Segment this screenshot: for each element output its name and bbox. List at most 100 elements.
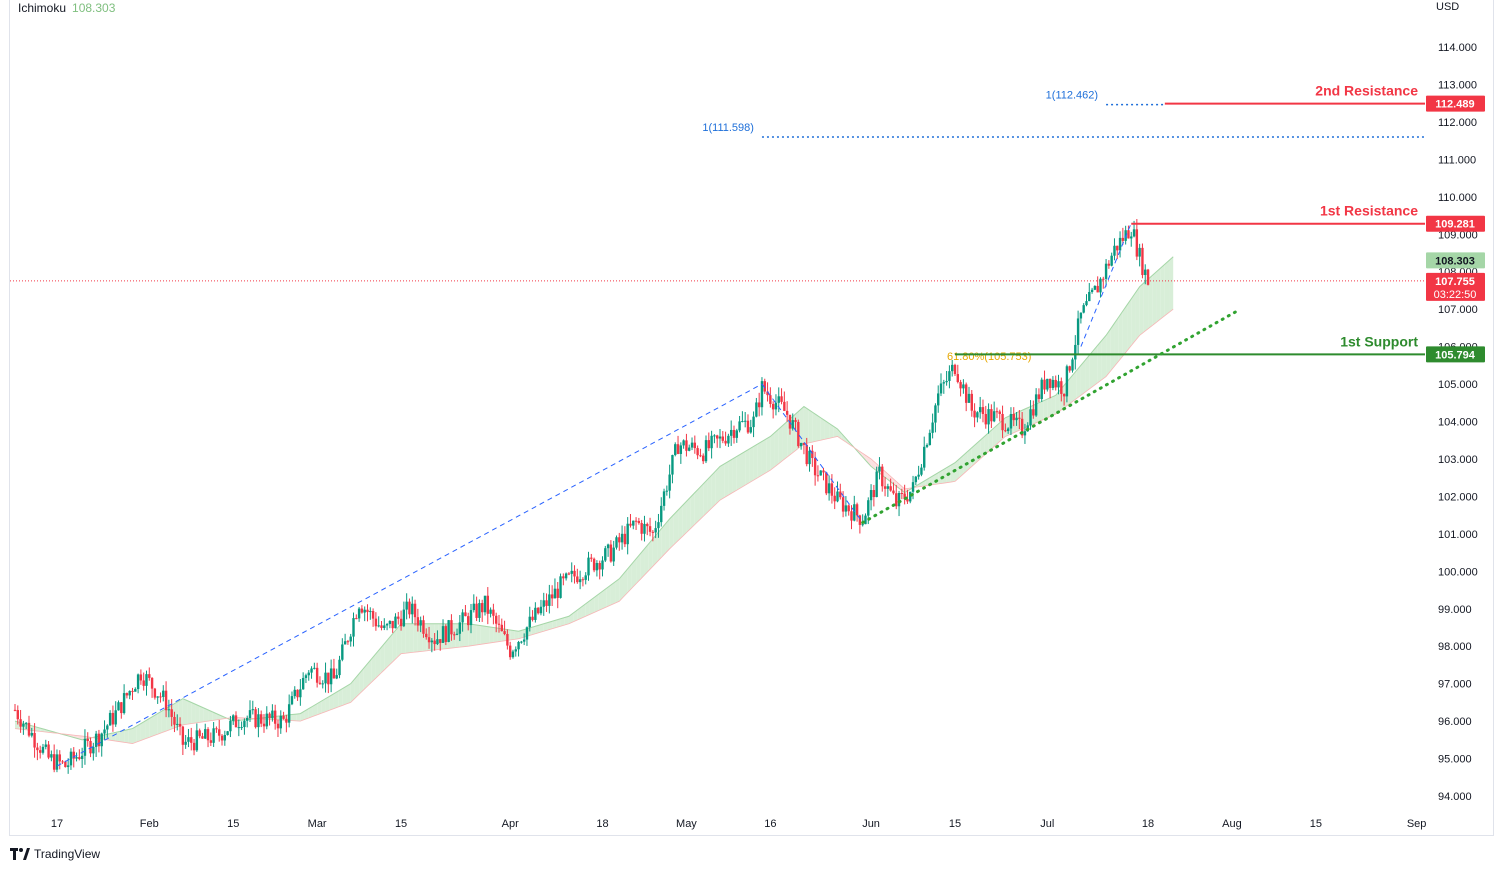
candle-body [1144,269,1147,276]
candle-body [844,505,848,512]
candle-body [640,523,643,534]
candle-body [978,407,982,413]
candle-body [906,499,909,502]
candle-body [939,383,943,394]
candle-body [791,420,794,429]
ichimoku-legend[interactable]: Ichimoku 108.303 [18,1,115,15]
candle-body [458,622,462,634]
candle-body [483,595,487,613]
candle-body [405,601,408,610]
candle-body [377,625,380,627]
candle-body [1060,381,1063,394]
candle-body [503,631,506,635]
candle-body [517,642,520,650]
cloud-segment [308,706,313,718]
cloud-segment [736,453,741,491]
cloud-segment [686,497,691,533]
candle-body [732,429,736,438]
candle-body [567,573,571,575]
candle-body [271,710,274,719]
cloud-segment [1152,271,1157,326]
candle-body [774,402,778,410]
candle-body [992,411,996,422]
x-tick-label: 15 [1310,818,1322,830]
candle-body [937,393,940,406]
level-price-tag-text: 112.489 [1435,99,1474,111]
cloud-segment [967,447,972,471]
candle-body [716,435,719,439]
tradingview-brand[interactable]: TradingView [10,847,100,861]
candle-body [945,380,948,383]
candle-body [1096,285,1099,293]
candle-body [676,444,680,454]
candle-body [811,450,814,459]
candle-body [592,558,596,571]
candle-body [836,491,839,502]
candle-body [743,420,747,422]
candle-body [962,384,965,389]
candle-body [139,674,143,681]
cloud-segment [312,703,318,717]
cloud-segment [434,623,439,650]
candle-body [545,600,548,606]
candle-body [1004,430,1007,432]
candle-body [1006,428,1010,432]
candle-body [813,458,817,476]
candle-body [19,719,22,727]
candle-body [218,729,221,736]
chart-frame[interactable] [9,0,1494,836]
cloud-segment [778,425,783,464]
candle-body [707,440,711,449]
candle-body [931,422,934,433]
candle-body [690,442,694,448]
candle-body [1138,247,1141,257]
cloud-segment [128,728,133,744]
candle-body [822,470,825,473]
candle-body [461,612,464,623]
cloud-segment [950,462,955,483]
cloud-segment [996,421,1002,444]
cloud-segment [543,622,548,632]
candle-body [576,576,579,583]
cloud-segment [1072,370,1077,402]
candle-body [934,405,937,423]
level-label: 1st Support [1340,333,1418,349]
candle-body [746,420,750,433]
candle-body [609,544,613,562]
candle-body [783,401,786,411]
cloud-segment [720,463,725,501]
candle-body [50,754,53,758]
candle-body [785,410,789,415]
cloud-segment [955,458,960,482]
cloud-segment [1101,335,1107,380]
cloud-segment [472,624,477,646]
candle-body [246,718,249,721]
cloud-segment [413,623,418,653]
cloud-segment [1076,365,1081,399]
cloud-segment [640,548,645,580]
candle-body [654,528,657,533]
candle-body [184,741,187,745]
candle-body [855,504,859,516]
candle-body [735,430,738,438]
cloud-segment [833,426,838,438]
candle-body [799,442,803,447]
candle-body [371,611,375,619]
candle-body [1068,366,1071,371]
cloud-segment [203,707,209,722]
candle-body [402,609,406,627]
candle-body [47,744,50,758]
candle-body [478,603,481,618]
candle-body [889,486,892,491]
candle-body [718,436,722,439]
candle-body [1046,378,1049,390]
cloud-segment [153,713,158,736]
candle-body [1051,379,1055,388]
candle-body [55,754,59,770]
candle-body [413,603,417,618]
candle-body [369,611,372,613]
cloud-segment [988,428,993,452]
candle-body [215,728,218,730]
candle-body [1127,230,1130,239]
